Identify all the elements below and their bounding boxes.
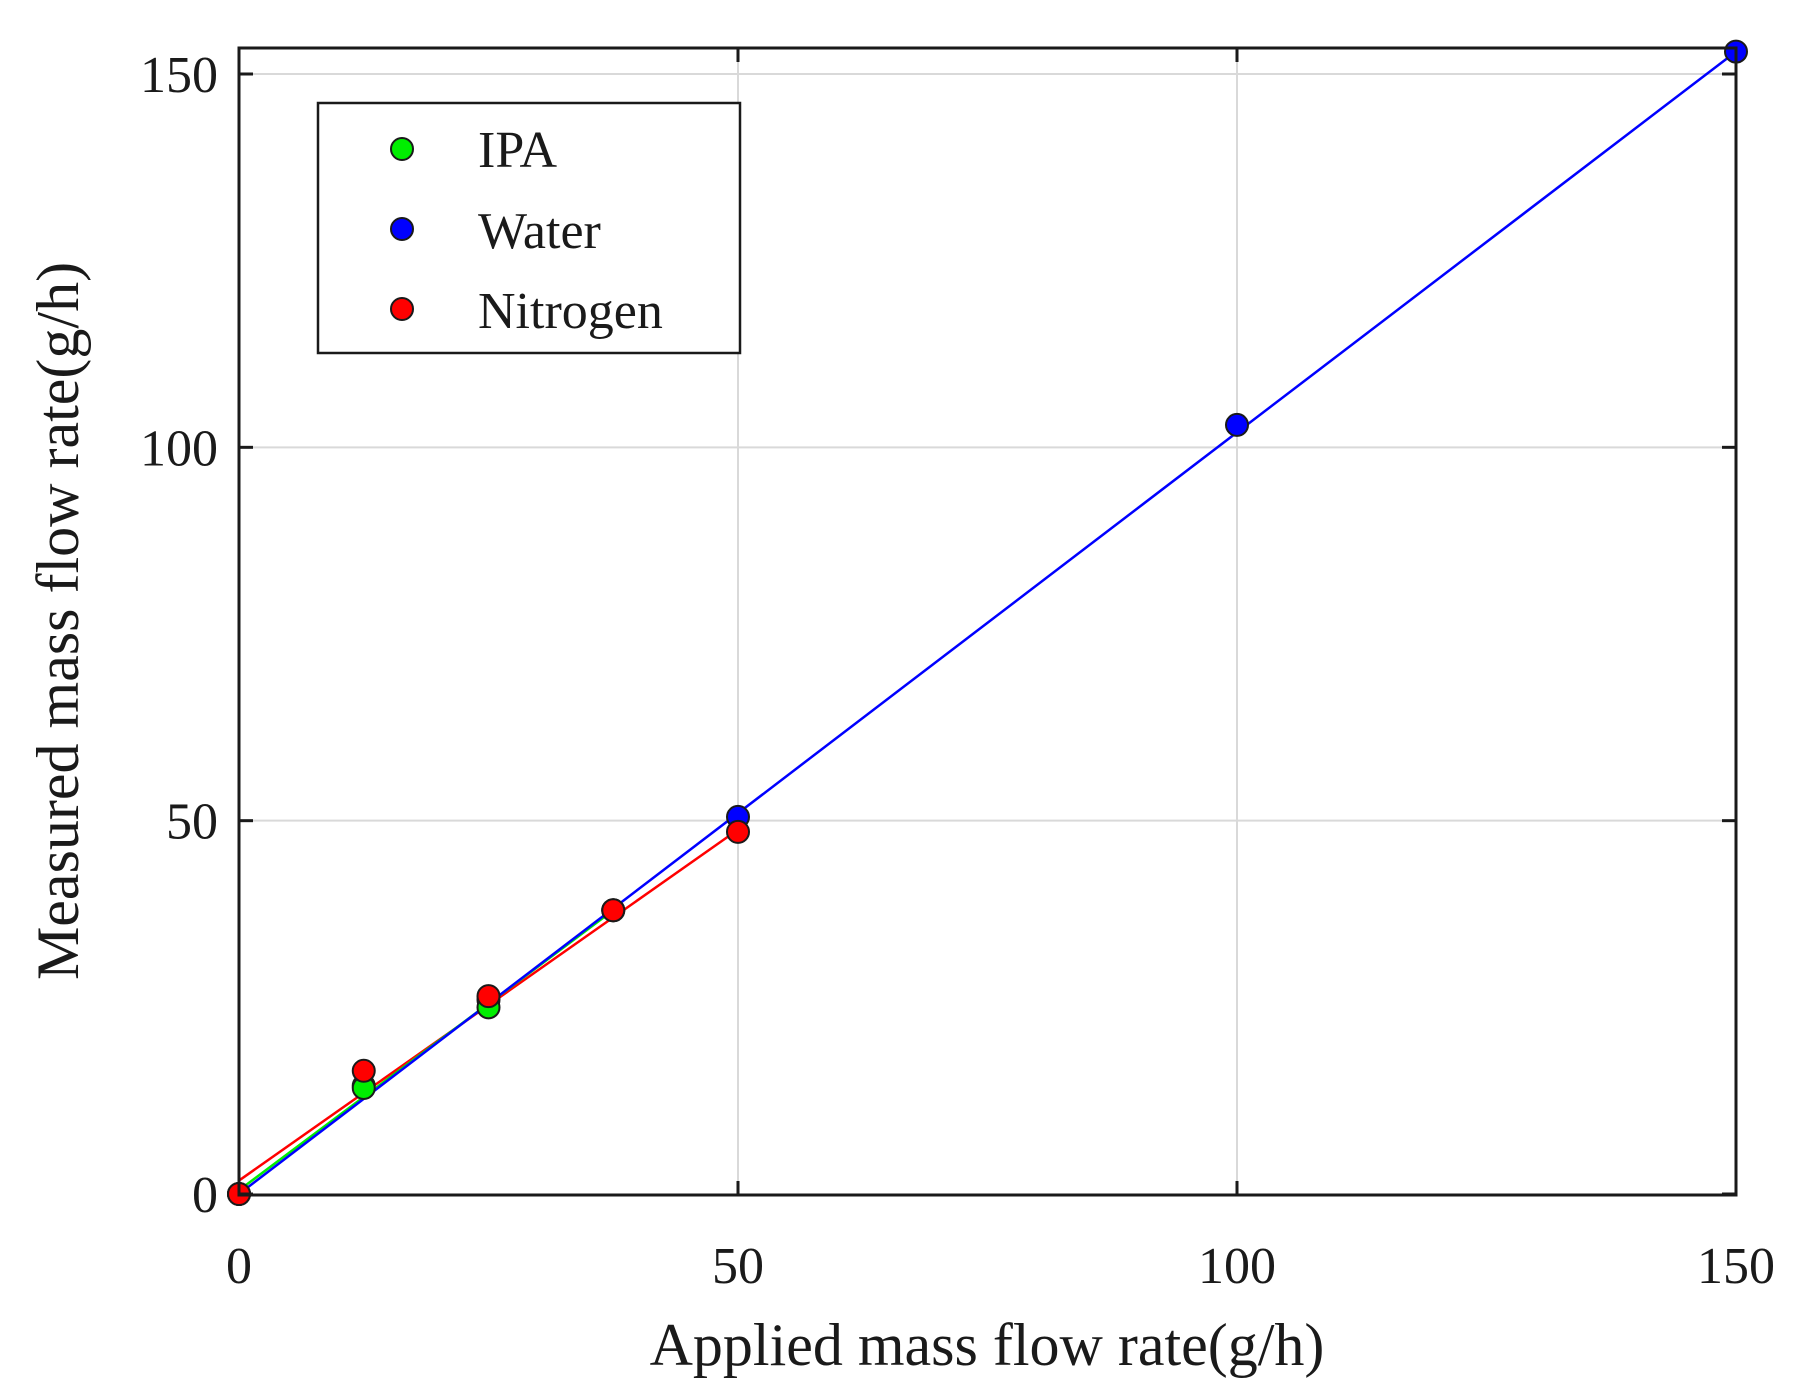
point-nitrogen: [476, 984, 501, 1009]
legend-marker-nitrogen: [390, 297, 414, 321]
legend-marker-ipa: [390, 137, 414, 161]
legend-marker-water: [390, 217, 414, 241]
y-axis-title: Measured mass flow rate(g/h): [25, 262, 91, 980]
legend-label-nitrogen: Nitrogen: [478, 283, 663, 340]
axis-ticks: 0 50 100 150 0 50 100 150: [140, 47, 1775, 1295]
x-axis-title: Applied mass flow rate(g/h): [650, 1312, 1325, 1378]
x-tick-label: 100: [1198, 1238, 1276, 1295]
y-tick-label: 150: [140, 47, 218, 104]
plot-frame: [237, 46, 1738, 1197]
legend-box: [316, 101, 742, 355]
x-tick-label: 150: [1697, 1238, 1775, 1295]
legend-label-water: Water: [478, 203, 601, 260]
y-tick-label: 50: [166, 794, 218, 851]
point-nitrogen: [351, 1058, 376, 1083]
legend-label-ipa: IPA: [478, 122, 557, 179]
x-tick-label: 50: [712, 1238, 764, 1295]
x-tick-label: 0: [226, 1238, 252, 1295]
y-tick-label: 100: [140, 420, 218, 477]
y-tick-label: 0: [192, 1167, 218, 1224]
point-water: [1225, 412, 1249, 437]
point-nitrogen: [601, 898, 626, 923]
legend: IPA Water Nitrogen: [316, 101, 742, 355]
point-nitrogen: [726, 819, 750, 844]
